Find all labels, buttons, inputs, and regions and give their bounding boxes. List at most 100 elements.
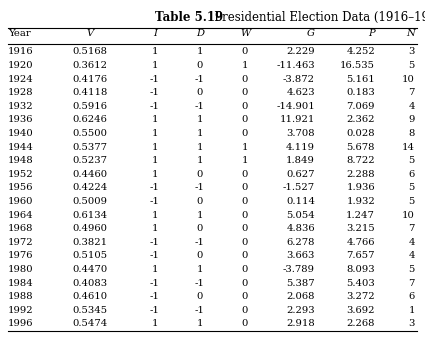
Text: 5.054: 5.054	[286, 211, 315, 219]
Text: 0.4470: 0.4470	[72, 265, 108, 274]
Text: 6.278: 6.278	[286, 238, 315, 247]
Text: 3: 3	[408, 319, 415, 328]
Text: 0: 0	[242, 211, 248, 219]
Text: 10: 10	[402, 74, 415, 84]
Text: 0.4176: 0.4176	[72, 74, 108, 84]
Text: 0.4960: 0.4960	[73, 224, 108, 233]
Text: 3.215: 3.215	[346, 224, 375, 233]
Text: 4: 4	[408, 251, 415, 260]
Text: 1992: 1992	[8, 306, 34, 315]
Text: D: D	[196, 29, 204, 39]
Text: I: I	[153, 29, 157, 39]
Text: 0.028: 0.028	[346, 129, 375, 138]
Text: 7.657: 7.657	[346, 251, 375, 260]
Text: 0: 0	[242, 88, 248, 97]
Text: 0: 0	[242, 170, 248, 179]
Text: -1: -1	[150, 292, 160, 301]
Text: 5: 5	[408, 156, 415, 165]
Text: 9: 9	[408, 115, 415, 124]
Text: -1: -1	[195, 238, 205, 247]
Text: 4.766: 4.766	[346, 238, 375, 247]
Text: 1980: 1980	[8, 265, 34, 274]
Text: 3.692: 3.692	[346, 306, 375, 315]
Text: -1: -1	[150, 238, 160, 247]
Text: 0: 0	[197, 251, 203, 260]
Text: 0.5237: 0.5237	[73, 156, 108, 165]
Text: 1960: 1960	[8, 197, 34, 206]
Text: 0: 0	[242, 197, 248, 206]
Text: 0.5500: 0.5500	[73, 129, 108, 138]
Text: 0.114: 0.114	[286, 197, 315, 206]
Text: Presidential Election Data (1916–1996): Presidential Election Data (1916–1996)	[203, 11, 425, 24]
Text: 4.623: 4.623	[286, 88, 315, 97]
Text: 1: 1	[152, 170, 158, 179]
Text: -1: -1	[195, 183, 205, 192]
Text: 1: 1	[197, 265, 203, 274]
Text: 1: 1	[152, 265, 158, 274]
Text: 1932: 1932	[8, 102, 34, 111]
Text: 0.3612: 0.3612	[73, 61, 108, 70]
Text: 0: 0	[242, 279, 248, 287]
Text: 1: 1	[197, 143, 203, 152]
Text: 1: 1	[152, 129, 158, 138]
Text: -3.789: -3.789	[283, 265, 315, 274]
Text: 0: 0	[242, 129, 248, 138]
Text: 2.288: 2.288	[346, 170, 375, 179]
Text: -11.463: -11.463	[276, 61, 315, 70]
Text: 1: 1	[242, 61, 248, 70]
Text: 1928: 1928	[8, 88, 34, 97]
Text: 4.252: 4.252	[346, 47, 375, 56]
Text: 5.161: 5.161	[346, 74, 375, 84]
Text: 0.6246: 0.6246	[73, 115, 108, 124]
Text: 16.535: 16.535	[340, 61, 375, 70]
Text: 1972: 1972	[8, 238, 34, 247]
Text: 8.093: 8.093	[346, 265, 375, 274]
Text: -1: -1	[150, 102, 160, 111]
Text: 0.4083: 0.4083	[72, 279, 108, 287]
Text: 0.5474: 0.5474	[72, 319, 108, 328]
Text: 1: 1	[408, 306, 415, 315]
Text: 2.293: 2.293	[286, 306, 315, 315]
Text: 5: 5	[408, 197, 415, 206]
Text: 1956: 1956	[8, 183, 34, 192]
Text: G: G	[307, 29, 315, 39]
Text: -1: -1	[195, 279, 205, 287]
Text: 0.5345: 0.5345	[72, 306, 108, 315]
Text: 2.068: 2.068	[286, 292, 315, 301]
Text: 5.387: 5.387	[286, 279, 315, 287]
Text: 7.069: 7.069	[346, 102, 375, 111]
Text: 3.272: 3.272	[346, 292, 375, 301]
Text: 2.229: 2.229	[286, 47, 315, 56]
Text: 5.678: 5.678	[346, 143, 375, 152]
Text: -1: -1	[195, 306, 205, 315]
Text: 1: 1	[197, 115, 203, 124]
Text: 0: 0	[242, 319, 248, 328]
Text: 5: 5	[408, 265, 415, 274]
Text: 0: 0	[242, 115, 248, 124]
Text: 2.268: 2.268	[346, 319, 375, 328]
Text: 0: 0	[197, 61, 203, 70]
Text: 1: 1	[242, 156, 248, 165]
Text: 0: 0	[197, 88, 203, 97]
Text: 1916: 1916	[8, 47, 34, 56]
Text: 1: 1	[152, 224, 158, 233]
Text: 0.5377: 0.5377	[73, 143, 108, 152]
Text: 0.627: 0.627	[286, 170, 315, 179]
Text: Year: Year	[8, 29, 31, 39]
Text: 1.936: 1.936	[346, 183, 375, 192]
Text: 7: 7	[408, 224, 415, 233]
Text: 1920: 1920	[8, 61, 34, 70]
Text: -1: -1	[150, 183, 160, 192]
Text: 1924: 1924	[8, 74, 34, 84]
Text: P: P	[368, 29, 375, 39]
Text: 1996: 1996	[8, 319, 34, 328]
Text: -3.872: -3.872	[283, 74, 315, 84]
Text: 4.119: 4.119	[286, 143, 315, 152]
Text: 5: 5	[408, 61, 415, 70]
Text: 0: 0	[242, 102, 248, 111]
Text: 0: 0	[197, 197, 203, 206]
Text: 0.4224: 0.4224	[72, 183, 108, 192]
Text: 0.4460: 0.4460	[72, 170, 108, 179]
Text: 1: 1	[152, 61, 158, 70]
Text: 1988: 1988	[8, 292, 34, 301]
